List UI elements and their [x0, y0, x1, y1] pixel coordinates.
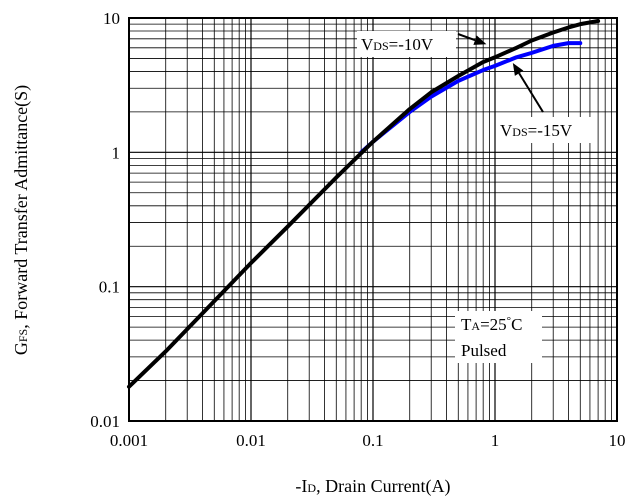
conditions-temperature: TA=25°C	[461, 315, 522, 334]
vds15-label: VDS=-15V	[500, 121, 573, 140]
conditions-box	[455, 311, 542, 363]
series-lines	[127, 18, 601, 389]
y-tick-label: 0.01	[90, 412, 120, 431]
x-tick-labels: 0.001 0.01 0.1 1 10	[110, 431, 626, 450]
x-tick-label: 1	[491, 431, 500, 450]
y-axis-label: GFS, Forward Transfer Admittance(S)	[11, 85, 32, 355]
x-tick-label: 0.1	[362, 431, 383, 450]
y-tick-label: 10	[103, 9, 120, 28]
vds10-arrowhead	[473, 35, 487, 45]
y-tick-label: 1	[112, 143, 121, 162]
series-line-2	[127, 18, 601, 389]
vds10-label-box	[357, 31, 456, 57]
conditions-pulsed: Pulsed	[461, 341, 507, 360]
x-tick-label: 0.001	[110, 431, 148, 450]
y-tick-labels: 0.01 0.1 1 10	[90, 9, 120, 431]
vds15-arrow	[518, 72, 544, 113]
vds15-arrowhead	[512, 63, 524, 76]
x-axis-label: -ID, Drain Current(A)	[295, 476, 450, 497]
plot-frame	[128, 17, 618, 422]
grid-lines	[129, 18, 617, 421]
x-tick-label: 0.01	[236, 431, 266, 450]
vds10-label: VDS=-10V	[361, 35, 434, 54]
x-tick-label: 10	[609, 431, 626, 450]
vds10-arrow	[457, 33, 476, 42]
vds15-label-box	[498, 117, 593, 143]
y-tick-label: 0.1	[99, 278, 120, 297]
